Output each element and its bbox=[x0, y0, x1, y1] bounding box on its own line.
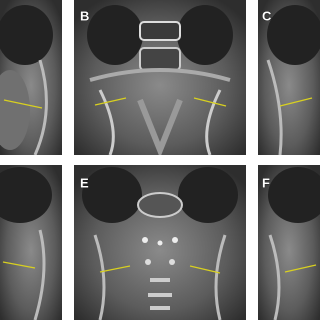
mri-panel: F bbox=[258, 165, 320, 320]
panel-label: B bbox=[80, 8, 89, 23]
panel-label: E bbox=[80, 175, 89, 190]
mri-panel bbox=[0, 0, 62, 155]
mri-panel: B bbox=[74, 0, 246, 155]
panel-label: C bbox=[262, 8, 272, 23]
mri-panel bbox=[0, 165, 62, 320]
mri-panel: E bbox=[74, 165, 246, 320]
mri-panel: C bbox=[258, 0, 320, 155]
panel-label: F bbox=[262, 175, 270, 190]
